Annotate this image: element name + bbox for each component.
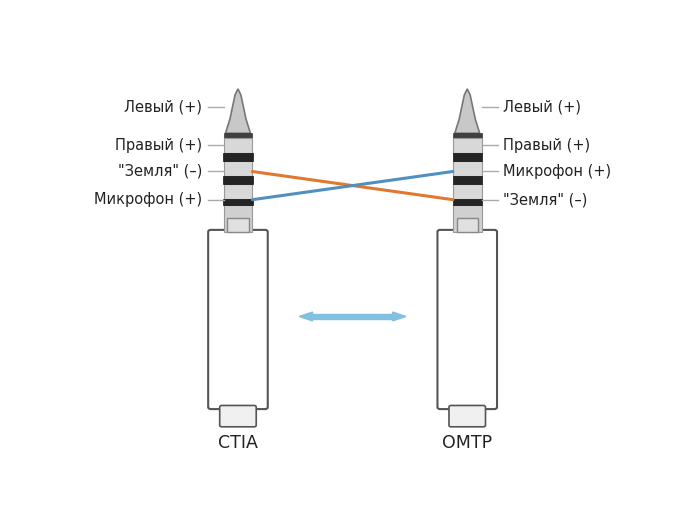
Text: "Земля" (–): "Земля" (–) bbox=[503, 192, 588, 207]
Bar bbox=[453, 184, 482, 199]
Polygon shape bbox=[226, 89, 250, 133]
Polygon shape bbox=[299, 312, 312, 321]
Text: Правый (+): Правый (+) bbox=[503, 138, 590, 153]
Text: Микрофон (+): Микрофон (+) bbox=[503, 164, 611, 179]
Text: OMTP: OMTP bbox=[442, 434, 493, 452]
Bar bbox=[457, 218, 477, 232]
Polygon shape bbox=[393, 312, 406, 321]
Bar bbox=[453, 161, 482, 176]
Text: Микрофон (+): Микрофон (+) bbox=[94, 192, 202, 207]
Bar bbox=[224, 199, 252, 205]
FancyBboxPatch shape bbox=[208, 230, 268, 409]
Bar bbox=[453, 133, 482, 138]
Bar bbox=[224, 153, 252, 161]
Text: Левый (+): Левый (+) bbox=[125, 99, 202, 115]
Bar bbox=[453, 199, 482, 205]
Text: "Земля" (–): "Земля" (–) bbox=[118, 164, 202, 179]
Bar bbox=[228, 218, 248, 232]
Bar bbox=[224, 184, 252, 199]
Bar bbox=[453, 153, 482, 161]
Bar bbox=[224, 176, 252, 184]
Bar bbox=[224, 205, 252, 232]
Bar bbox=[453, 205, 482, 232]
FancyBboxPatch shape bbox=[449, 405, 486, 427]
FancyBboxPatch shape bbox=[219, 405, 256, 427]
FancyBboxPatch shape bbox=[438, 230, 497, 409]
Bar bbox=[453, 176, 482, 184]
Text: Правый (+): Правый (+) bbox=[115, 138, 202, 153]
Text: CTIA: CTIA bbox=[218, 434, 258, 452]
Bar bbox=[224, 133, 252, 138]
Bar bbox=[224, 161, 252, 176]
Bar bbox=[453, 138, 482, 153]
Text: Левый (+): Левый (+) bbox=[503, 99, 581, 115]
Bar bbox=[224, 138, 252, 153]
Polygon shape bbox=[455, 89, 480, 133]
